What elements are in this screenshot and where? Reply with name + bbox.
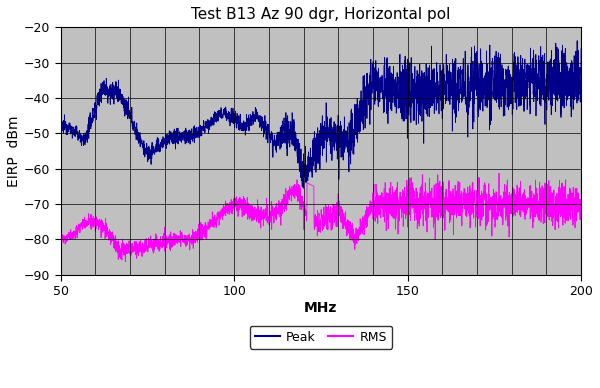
X-axis label: MHz: MHz: [304, 301, 338, 315]
Y-axis label: EIRP  dBm: EIRP dBm: [7, 115, 21, 187]
Title: Test B13 Az 90 dgr, Horizontal pol: Test B13 Az 90 dgr, Horizontal pol: [191, 7, 451, 22]
Legend: Peak, RMS: Peak, RMS: [250, 326, 392, 348]
